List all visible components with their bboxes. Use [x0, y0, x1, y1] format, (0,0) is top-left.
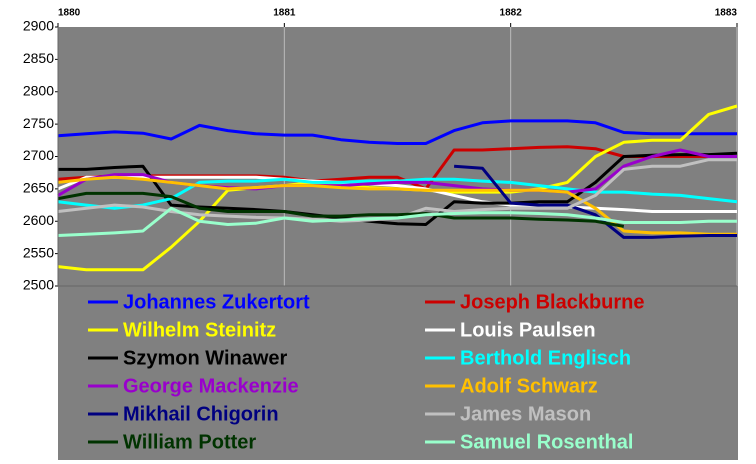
y-tick-label: 2850 [23, 50, 54, 66]
y-tick-label: 2750 [23, 115, 54, 131]
axes: 2500 2550 2600 2650 2700 2750 2800 2850 2900 1880… [23, 8, 738, 293]
legend-label: Johannes Zukertort [123, 291, 310, 313]
legend-label: Joseph Blackburne [460, 291, 645, 313]
y-tick-label: 2800 [23, 82, 54, 98]
x-tick-label: 1880 [58, 8, 81, 19]
legend-label: Wilhelm Steinitz [123, 319, 276, 341]
y-tick-label: 2700 [23, 147, 54, 163]
series-line [57, 175, 737, 213]
series-line [57, 175, 737, 236]
y-tick-label: 2600 [23, 212, 54, 228]
y-tick-label: 2900 [23, 18, 54, 34]
legend-label: Samuel Rosenthal [460, 431, 633, 453]
y-tick-label: 2500 [23, 277, 54, 293]
series-line [57, 191, 625, 228]
series-line [57, 119, 737, 145]
x-tick-label: 1882 [500, 8, 523, 19]
lines [57, 104, 738, 272]
legend-label: George Mackenzie [123, 375, 299, 397]
x-tick-label: 1881 [273, 8, 296, 19]
legend-label: James Mason [460, 403, 591, 425]
legend-label: Szymon Winawer [123, 347, 288, 369]
legend-label: Mikhail Chigorin [123, 403, 279, 425]
x-tick-label: 1883 [715, 8, 738, 19]
plot-background [58, 27, 738, 460]
y-tick-label: 2550 [23, 244, 54, 260]
legend-label: Berthold Englisch [460, 347, 631, 369]
series-line [58, 151, 738, 226]
series-line [57, 206, 737, 237]
legend-label: Adolf Schwarz [460, 375, 598, 397]
legend-label: Louis Paulsen [460, 319, 596, 341]
y-tick-label: 2650 [23, 180, 54, 196]
legend-label: William Potter [123, 431, 256, 453]
series-line [453, 164, 737, 239]
legend: Johannes Zukertort Joseph Blackburne Wilhe… [88, 291, 645, 453]
